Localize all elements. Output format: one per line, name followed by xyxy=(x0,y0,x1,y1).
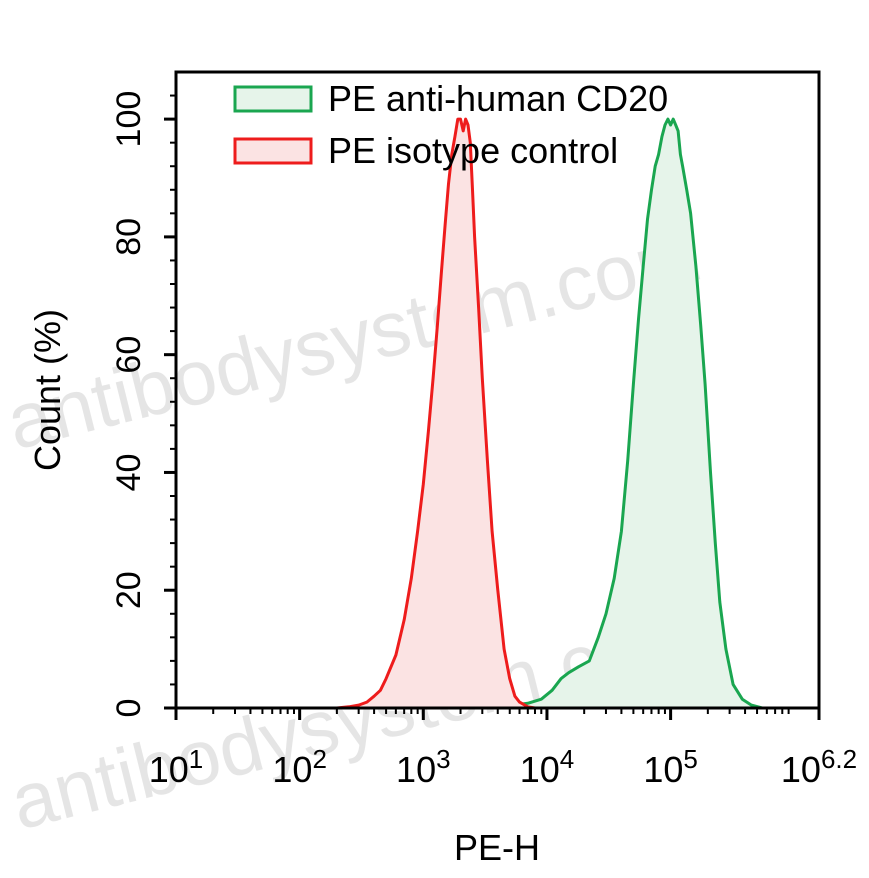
series-fill-1 xyxy=(423,119,763,709)
legend-swatch-2 xyxy=(233,137,313,165)
x-tick-label-3: 103 xyxy=(396,744,451,790)
series-line-2 xyxy=(336,117,536,710)
x-tick-label-1: 101 xyxy=(149,744,204,790)
legend-label-1: PE anti-human CD20 xyxy=(328,78,668,119)
legend: PE anti-human CD20 PE isotype control xyxy=(233,78,668,171)
y-axis-label: Count (%) xyxy=(27,309,68,471)
x-tick-label-4: 104 xyxy=(520,744,575,790)
x-tick-label-6: 106.2 xyxy=(781,744,857,790)
y-tick-label-60: 60 xyxy=(110,336,148,374)
series-line-1 xyxy=(423,117,763,710)
legend-label-2: PE isotype control xyxy=(328,130,618,171)
y-tick-label-40: 40 xyxy=(110,454,148,492)
x-tick-label-5: 105 xyxy=(643,744,698,790)
y-tick-label-100: 100 xyxy=(110,91,148,148)
y-tick-label-80: 80 xyxy=(110,218,148,256)
series-layer xyxy=(336,117,763,710)
ticks-layer: 0 20 40 60 80 100 101 102 103 104 105 106.2 xyxy=(110,91,857,790)
series-fill-2 xyxy=(336,119,535,709)
y-tick-label-0: 0 xyxy=(110,699,148,718)
y-tick-label-20: 20 xyxy=(110,571,148,609)
x-axis-label: PE-H xyxy=(454,827,540,868)
legend-swatch-1 xyxy=(233,85,313,113)
x-tick-label-2: 102 xyxy=(272,744,327,790)
